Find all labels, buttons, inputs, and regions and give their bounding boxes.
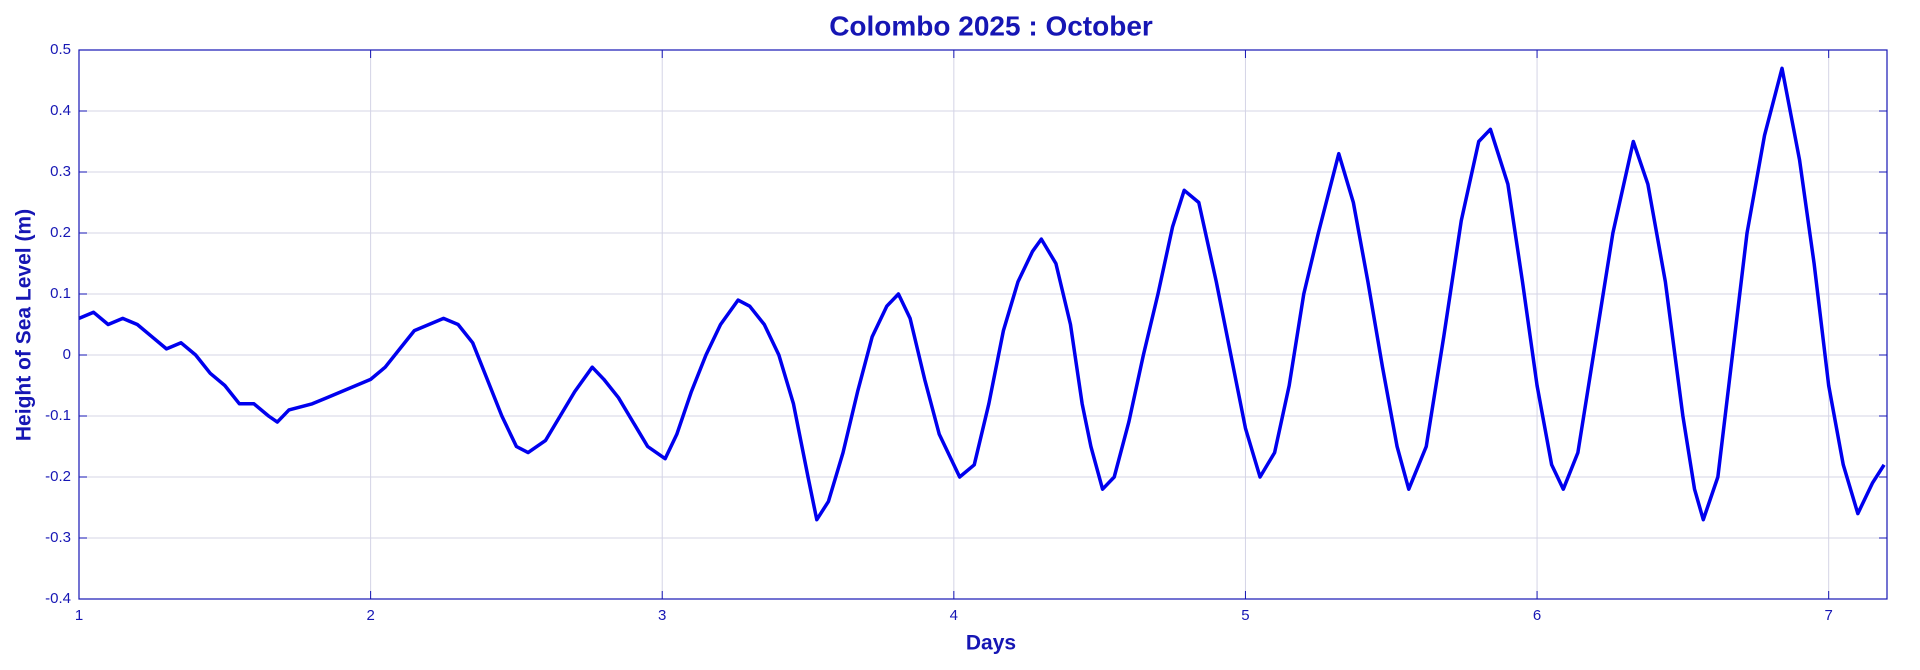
x-tick-label: 7 [1825, 607, 1833, 624]
x-tick-label: 5 [1241, 607, 1249, 624]
chart-title: Colombo 2025 : October [829, 10, 1153, 41]
y-tick-label: 0.5 [50, 41, 71, 58]
x-tick-label: 2 [366, 607, 374, 624]
x-axis-label: Days [966, 632, 1016, 655]
y-axis-label: Height of Sea Level (m) [13, 209, 36, 441]
y-tick-label: 0.4 [50, 102, 71, 119]
x-tick-label: 1 [75, 607, 83, 624]
plot-frame [78, 49, 1888, 600]
data-line [78, 66, 1886, 522]
x-tick-label: 6 [1533, 607, 1541, 624]
y-tick-label: -0.2 [45, 468, 71, 485]
y-tick-label: 0.3 [50, 163, 71, 180]
y-tick-label: -0.3 [45, 529, 71, 546]
y-tick-label: -0.1 [45, 407, 71, 424]
y-tick-label: 0.2 [50, 224, 71, 241]
x-tick-label: 4 [950, 607, 958, 624]
x-tick-label: 3 [658, 607, 666, 624]
y-tick-label: 0.1 [50, 285, 71, 302]
y-tick-label: -0.4 [45, 590, 71, 607]
y-tick-label: 0 [63, 346, 71, 363]
plot-area [78, 66, 1886, 522]
grid [78, 49, 1887, 600]
